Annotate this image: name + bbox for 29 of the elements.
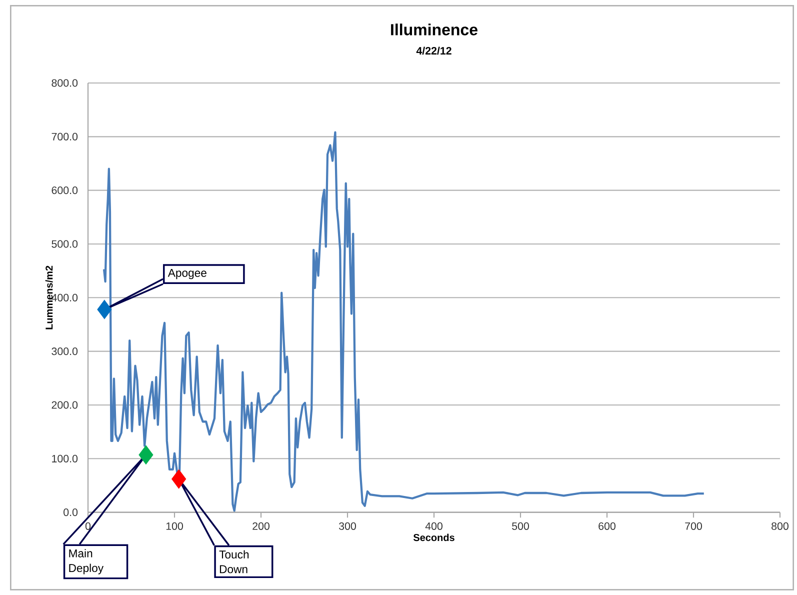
x-tick-label: 300: [339, 522, 356, 530]
x-tick-label: 800: [772, 522, 788, 530]
y-tick-label: 800.0: [52, 79, 78, 87]
line-series: [102, 131, 705, 512]
y-tick-label: 200.0: [52, 401, 78, 409]
annotation: Apogee: [168, 268, 206, 280]
x-tick-label: 200: [252, 522, 270, 530]
x-tick-label: 0: [85, 522, 91, 530]
chart-subtitle: 4/22/12: [416, 46, 452, 55]
y-axis-title: Lummens/m2: [45, 266, 53, 330]
text: Main Deploy: [69, 549, 104, 574]
point: [138, 445, 154, 464]
x-tick-label: 100: [166, 522, 183, 530]
x-tick-label: 600: [598, 522, 616, 530]
x-axis-title: Seconds: [413, 534, 454, 542]
chart-title: Illuminence: [391, 24, 478, 36]
y-tick-label: 0.0: [64, 508, 78, 516]
text: Touch Down: [219, 550, 249, 574]
x-tick-label: 400: [425, 522, 442, 530]
y-tick-label: 300.0: [52, 348, 78, 356]
y-tick-label: 700.0: [52, 132, 78, 140]
x-tick-label: 500: [512, 522, 529, 530]
y-tick-label: 600.0: [52, 186, 78, 194]
y-tick-label: 100.0: [52, 454, 78, 462]
point: [97, 300, 112, 320]
y-tick-label: 400.0: [52, 294, 78, 302]
y-tick-label: 500.0: [52, 240, 78, 248]
point: [172, 469, 186, 489]
x-tick-label: 700: [685, 522, 702, 530]
